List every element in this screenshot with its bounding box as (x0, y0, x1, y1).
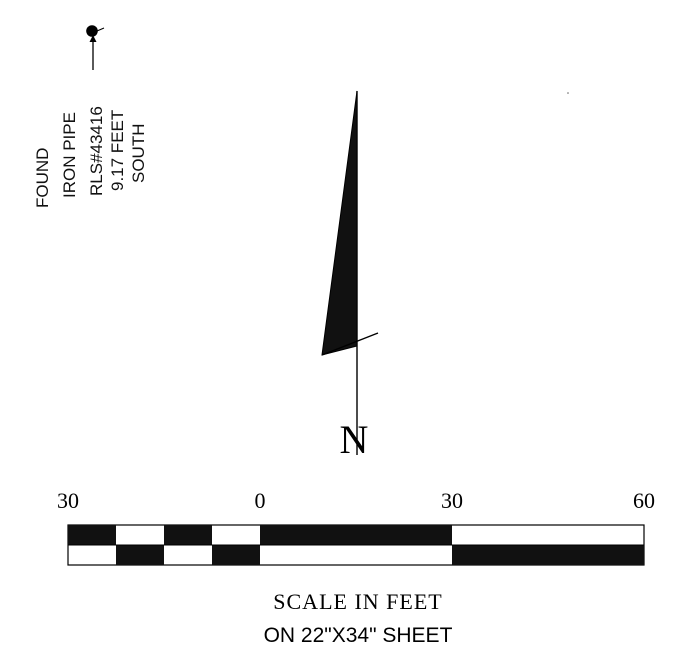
scale-segment-top-0-30 (260, 525, 452, 545)
monument-tick (96, 27, 105, 32)
monument-leader-arrowhead (89, 35, 97, 42)
scale-segment-bottom-30-60 (452, 545, 644, 565)
scale-tick-label-0: 0 (255, 488, 266, 513)
scale-tick-label-60: 60 (633, 488, 655, 513)
monument-label-line-4: 9.17 FEET (108, 110, 127, 191)
scale-segment-bottom-4 (212, 545, 260, 565)
found-monument-dot (86, 25, 98, 37)
north-arrow-blade (321, 90, 358, 356)
monument-label: FOUND IRON PIPE RLS#43416 9.17 FEET SOUT… (33, 101, 148, 208)
monument-label-line-5: SOUTH (129, 124, 148, 184)
scale-subtitle: ON 22"X34" SHEET (264, 624, 453, 647)
paper-speck (567, 92, 569, 94)
monument-label-line-3: RLS#43416 (87, 106, 106, 196)
scale-title: SCALE IN FEET (273, 589, 442, 614)
monument-label-line-2: IRON PIPE (60, 112, 79, 198)
scale-tick-label-left-30: 30 (57, 488, 79, 513)
scale-tick-label-30: 30 (441, 488, 463, 513)
north-arrow-icon (321, 90, 379, 455)
north-arrow-crossbar (321, 332, 379, 356)
scale-bar (67, 524, 645, 566)
monument-label-line-1: FOUND (33, 148, 52, 208)
found-monument-symbol (86, 25, 105, 70)
north-letter: N (340, 417, 369, 462)
scale-segment-top-3 (164, 525, 212, 545)
scale-segment-bottom-2 (116, 545, 164, 565)
scale-segment-top-1 (68, 525, 116, 545)
